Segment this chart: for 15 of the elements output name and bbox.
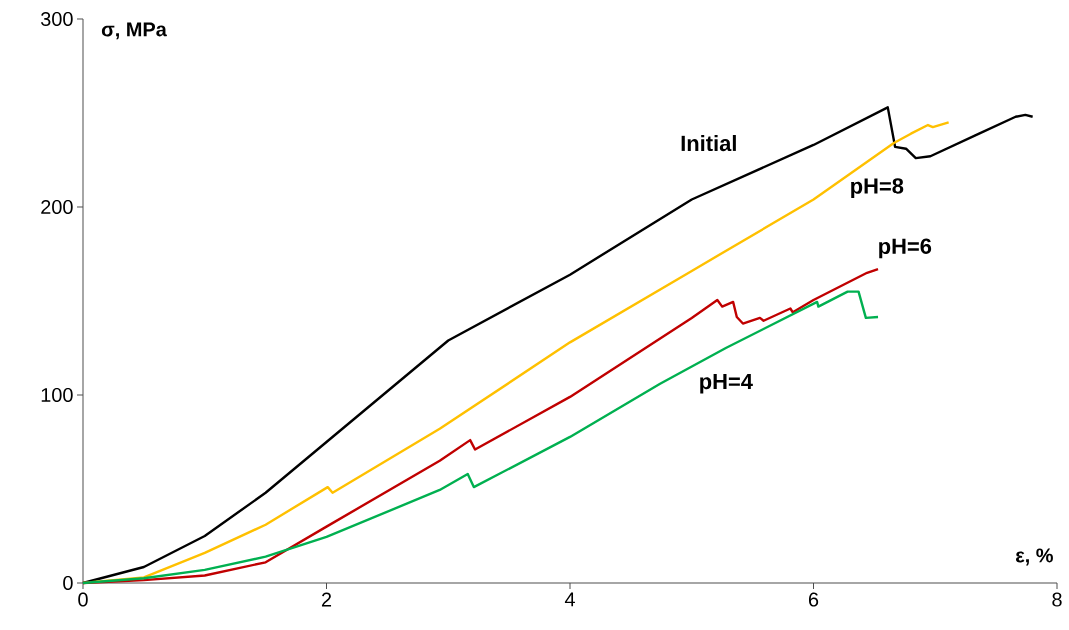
- y-tick-label: 200: [41, 199, 73, 215]
- y-tick-label: 100: [41, 387, 73, 403]
- x-tick-label: 0: [78, 592, 88, 607]
- series-label: pH=6: [879, 238, 932, 259]
- x-tick-label: 6: [808, 592, 819, 607]
- x-tick-label: 2: [321, 592, 332, 607]
- x-tick-label: 8: [1052, 592, 1062, 607]
- y-tick-label: 300: [41, 11, 73, 27]
- series-label: Initial: [681, 135, 736, 152]
- series-label: pH=4: [700, 373, 753, 394]
- x-tick-label: 4: [564, 592, 575, 607]
- series-label: pH=8: [851, 178, 904, 199]
- x-axis-title: ε, %: [1015, 548, 1053, 566]
- y-axis-title: σ, MPa: [101, 22, 167, 40]
- y-tick-label: 0: [63, 575, 73, 591]
